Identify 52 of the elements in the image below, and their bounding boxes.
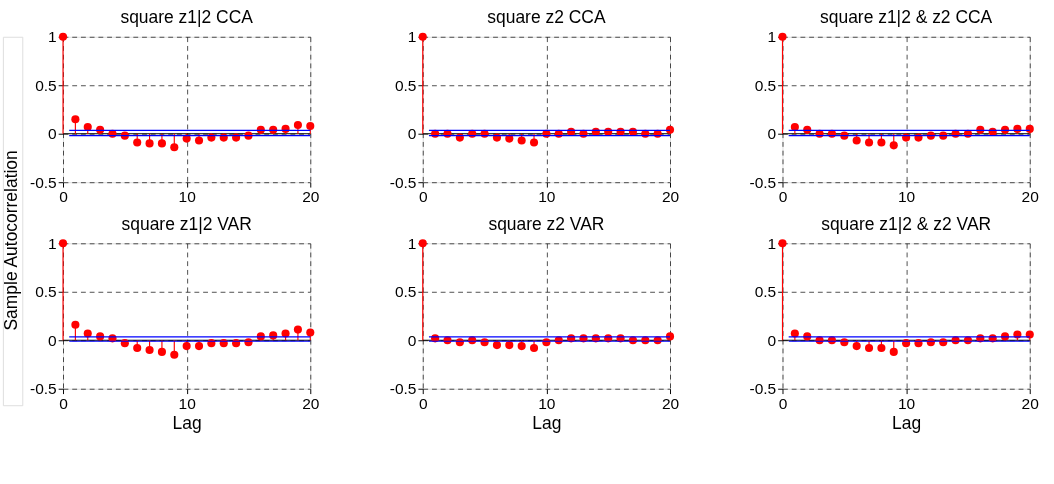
- x-tick-label: 20: [302, 188, 320, 206]
- chart-title: square z1|2 CCA: [120, 7, 254, 28]
- chart-title: square z1|2 & z2 VAR: [821, 213, 992, 234]
- x-tick-label: 10: [538, 394, 556, 412]
- y-tick-label: 0.5: [394, 76, 417, 94]
- y-tick-label: 1: [48, 234, 57, 252]
- y-tick-label: -0.5: [30, 380, 57, 398]
- chart-title: square z2 VAR: [488, 213, 605, 234]
- y-tick-label: -0.5: [30, 173, 57, 191]
- x-tick-label: 10: [178, 188, 197, 206]
- y-tick-label: 1: [48, 28, 57, 46]
- chart-title: square z1|2 VAR: [121, 213, 252, 234]
- x-axis-title: Lag: [532, 412, 562, 433]
- y-tick-label: -0.5: [749, 380, 777, 398]
- x-tick-label: 10: [178, 394, 197, 412]
- y-tick-label: 0.5: [754, 283, 777, 301]
- x-tick-label: 0: [778, 394, 788, 412]
- y-tick-label: 1: [767, 28, 777, 46]
- y-tick-label: 0: [48, 331, 58, 349]
- y-tick-label: -0.5: [749, 173, 777, 191]
- x-tick-label: 20: [1021, 394, 1040, 412]
- x-tick-label: 20: [661, 188, 680, 206]
- y-tick-label: 0.5: [394, 283, 417, 301]
- y-tick-label: -0.5: [389, 173, 417, 191]
- y-tick-label: 1: [407, 28, 417, 46]
- y-tick-label: 0: [48, 125, 58, 143]
- x-axis-title: Lag: [892, 412, 922, 433]
- x-tick-label: 0: [59, 188, 69, 206]
- x-tick-label: 20: [661, 394, 680, 412]
- x-tick-label: 0: [418, 188, 428, 206]
- x-tick-label: 20: [302, 394, 320, 412]
- x-axis-title: Lag: [172, 412, 202, 433]
- y-tick-label: 0: [767, 125, 777, 143]
- y-tick-label: 0.5: [35, 76, 57, 94]
- y-tick-label: -0.5: [389, 380, 417, 398]
- y-tick-label: 1: [767, 234, 777, 252]
- x-tick-label: 0: [418, 394, 428, 412]
- y-tick-label: 0.5: [35, 283, 57, 301]
- y-tick-label: 0: [407, 331, 417, 349]
- y-tick-label: 1: [407, 234, 417, 252]
- x-tick-label: 10: [897, 394, 916, 412]
- x-tick-label: 10: [897, 188, 916, 206]
- x-tick-label: 20: [1021, 188, 1040, 206]
- y-tick-label: 0.5: [754, 76, 777, 94]
- y-tick-label: 0: [407, 125, 417, 143]
- chart-title: square z2 CCA: [487, 7, 606, 28]
- x-tick-label: 0: [778, 188, 788, 206]
- y-axis-title: Sample Autocorrelation: [1, 150, 22, 331]
- y-tick-label: 0: [767, 331, 777, 349]
- x-tick-label: 10: [538, 188, 556, 206]
- x-tick-label: 0: [59, 394, 69, 412]
- chart-title: square z1|2 & z2 CCA: [820, 7, 993, 28]
